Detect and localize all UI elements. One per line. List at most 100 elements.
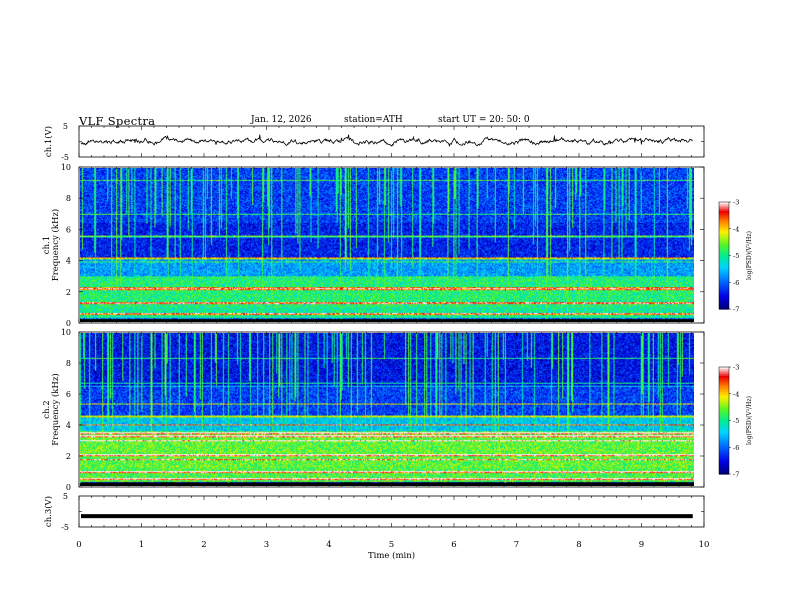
ch1-spectrogram-panel-colorbar-swatch	[719, 219, 729, 223]
ch2-spectrogram-panel-colorbar-swatch	[719, 440, 729, 443]
ch2-spectrogram-panel-colorbar-swatch	[719, 384, 729, 388]
ch2-spectrogram-panel-colorbar-swatch	[719, 374, 729, 377]
ch2-spectrogram-panel-colorbar-swatch	[719, 436, 729, 439]
ch1-waveform-panel-ytick-label: 5	[63, 122, 68, 131]
ch2-spectrogram-panel-colorbar-swatch	[719, 429, 729, 432]
ch1-spectrogram-panel-colorbar-swatch	[719, 266, 729, 269]
ch1-spectrogram-panel-colorbar-swatch	[719, 205, 729, 208]
ch2-spectrogram-panel-colorbar-swatch	[719, 424, 729, 427]
ch1-spectrogram-panel-colorbar-swatch	[719, 225, 729, 228]
ch2-spectrogram-panel-colorbar-tick-label: -4	[733, 390, 739, 398]
ch1-spectrogram-panel-ytick-label: 8	[66, 194, 71, 203]
ch1-spectrogram-panel-colorbar-swatch	[719, 226, 729, 230]
ch2-spectrogram-panel-colorbar-swatch	[719, 370, 729, 373]
ch1-spectrogram-panel-colorbar-swatch	[719, 207, 729, 210]
x-tick-label: 1	[139, 540, 144, 550]
ch1-spectrogram-panel-colorbar-tick-label: -5	[733, 252, 739, 260]
ch2-spectrogram-panel-colorbar-swatch	[719, 472, 729, 475]
x-tick-label: 9	[639, 540, 644, 550]
ch1-spectrogram-panel-colorbar-swatch	[719, 239, 729, 242]
ch3-waveform-panel-trace	[81, 514, 693, 519]
ch1-spectrogram-panel-colorbar-swatch	[719, 251, 729, 255]
ch1-spectrogram-panel-channel-label: ch.1	[42, 236, 52, 254]
ch2-spectrogram-panel-colorbar-tick-label: -7	[733, 471, 739, 479]
ch2-spectrogram-panel-xticks	[78, 332, 705, 487]
x-tick-label: 6	[451, 540, 456, 550]
ch1-spectrogram-panel-colorbar-swatch	[719, 280, 729, 283]
ch2-spectrogram-panel-colorbar-swatch	[719, 447, 729, 450]
x-tick-label: 8	[576, 540, 581, 550]
ch1-spectrogram-panel-colorbar-swatch	[719, 250, 729, 253]
ch1-spectrogram-panel-colorbar-swatch	[719, 210, 729, 214]
ch1-spectrogram-panel-colorbar-swatch	[719, 218, 729, 221]
ch1-spectrogram-panel-colorbar-swatch	[719, 287, 729, 290]
ch1-spectrogram-panel-colorbar-swatch	[719, 271, 729, 274]
ch2-spectrogram-panel-colorbar-swatch	[719, 415, 729, 418]
ch1-spectrogram-panel-colorbar-swatch	[719, 305, 729, 308]
x-axis: 0 1 2 3 4 5 6 7 8 9 10 Time (min)	[76, 540, 709, 561]
ch2-spectrogram-panel-colorbar-swatch	[719, 457, 729, 461]
ch2-spectrogram-panel-channel-label: ch.2	[42, 400, 52, 418]
ch2-spectrogram-panel-colorbar-swatch	[719, 468, 729, 472]
ch2-spectrogram-panel-colorbar-swatch	[719, 456, 729, 459]
ch3-waveform-panel-ylabel: ch.3(V)	[43, 496, 54, 527]
ch2-spectrogram-panel-ylabel: Frequency (kHz)	[50, 373, 61, 445]
ch2-spectrogram-panel-colorbar-swatch	[719, 449, 729, 452]
x-tick-label: 10	[699, 540, 710, 550]
ch2-spectrogram-panel-colorbar-swatch	[719, 397, 729, 400]
ch1-spectrogram-panel-colorbar-swatch	[719, 216, 729, 219]
ch2-spectrogram-panel-heatmap-image	[80, 333, 694, 486]
ch2-spectrogram-panel-colorbar-swatch	[719, 438, 729, 441]
recording-date: Jan. 12, 2026	[251, 115, 312, 125]
ch1-spectrogram-panel-colorbar-swatch	[719, 273, 729, 276]
ch1-spectrogram-panel-colorbar-swatch	[719, 257, 729, 260]
station-label: station=ATH	[344, 115, 403, 125]
ch1-spectrogram-panel-colorbar-swatch	[719, 234, 729, 237]
ch1-spectrogram-panel-colorbar-swatch	[719, 289, 729, 292]
ch1-spectrogram-panel-colorbar-swatch	[719, 228, 729, 232]
ch1-spectrogram-panel-colorbar-swatch	[719, 202, 729, 205]
ch1-waveform-panel: 5 -5 ch.1(V)	[43, 122, 704, 162]
ch2-spectrogram-panel-colorbar-swatch	[719, 431, 729, 434]
ch2-spectrogram-panel-colorbar-tick-label: -6	[733, 444, 739, 452]
ch2-spectrogram-panel-colorbar-swatch	[719, 466, 729, 470]
ch1-spectrogram-panel-colorbar-swatch	[719, 303, 729, 307]
ch1-waveform-panel-frame	[78, 125, 705, 158]
ch3-waveform-panel-ytick-label: -5	[61, 523, 69, 532]
ch2-spectrogram-panel-colorbar-swatch	[719, 388, 729, 391]
ch1-spectrogram-panel-colorbar-swatch	[719, 301, 729, 305]
ch2-spectrogram-panel-colorbar-swatch	[719, 377, 729, 381]
ch1-spectrogram-panel-heatmap-image	[80, 168, 694, 322]
ch1-spectrogram-panel-colorbar-swatch	[719, 267, 729, 271]
ch1-spectrogram-panel-colorbar-label: log(PSD)(V²/Hz)	[746, 231, 753, 280]
ch2-spectrogram-panel-colorbar-swatch	[719, 383, 729, 386]
ch2-spectrogram-panel-colorbar-swatch	[719, 463, 729, 466]
ch1-spectrogram-panel-colorbar-swatch	[719, 298, 729, 301]
ch2-spectrogram-panel-colorbar-swatch	[719, 441, 729, 445]
ch1-spectrogram-panel-colorbar-tick-label: -3	[733, 199, 739, 207]
ch2-spectrogram-panel-ytick-label: 10	[61, 328, 71, 337]
ch1-spectrogram-panel-colorbar-swatch	[719, 269, 729, 273]
ch2-spectrogram-panel-colorbar-swatch	[719, 461, 729, 464]
ch1-spectrogram-panel-colorbar-swatch	[719, 259, 729, 262]
x-axis-label: Time (min)	[368, 550, 415, 561]
ch2-spectrogram-panel-colorbar-swatch	[719, 443, 729, 447]
ch1-spectrogram-panel-colorbar-swatch	[719, 260, 729, 264]
ch2-spectrogram-panel-colorbar-swatch	[719, 375, 729, 379]
ch1-spectrogram-panel-colorbar-swatch	[719, 246, 729, 249]
ch2-spectrogram-panel-colorbar-swatch	[719, 393, 729, 397]
ch1-spectrogram-panel-colorbar-swatch	[719, 282, 729, 285]
ch3-waveform-panel-ytick-label: 5	[63, 492, 68, 501]
ch1-spectrogram-panel-colorbar-swatch	[719, 230, 729, 233]
ch2-spectrogram-panel-ytick-label: 4	[66, 421, 71, 430]
ch1-waveform-panel-xticks	[78, 126, 705, 157]
ch1-spectrogram-panel-ytick-label: 2	[66, 288, 71, 297]
ch1-spectrogram-panel-colorbar-swatch	[719, 307, 729, 310]
ch1-spectrogram-panel-colorbar-swatch	[719, 235, 729, 239]
ch2-spectrogram-panel-colorbar-swatch	[719, 402, 729, 406]
ch1-spectrogram-panel-colorbar-tick-label: -7	[733, 306, 739, 314]
ch2-spectrogram-panel-colorbar-swatch	[719, 406, 729, 409]
ch2-spectrogram-panel: 0 2 4 6 8 10 Frequency (kHz)ch.2	[42, 328, 704, 492]
ch1-spectrogram-panel-colorbar-swatch	[719, 276, 729, 280]
ch1-spectrogram-panel-colorbar-swatch	[719, 275, 729, 278]
